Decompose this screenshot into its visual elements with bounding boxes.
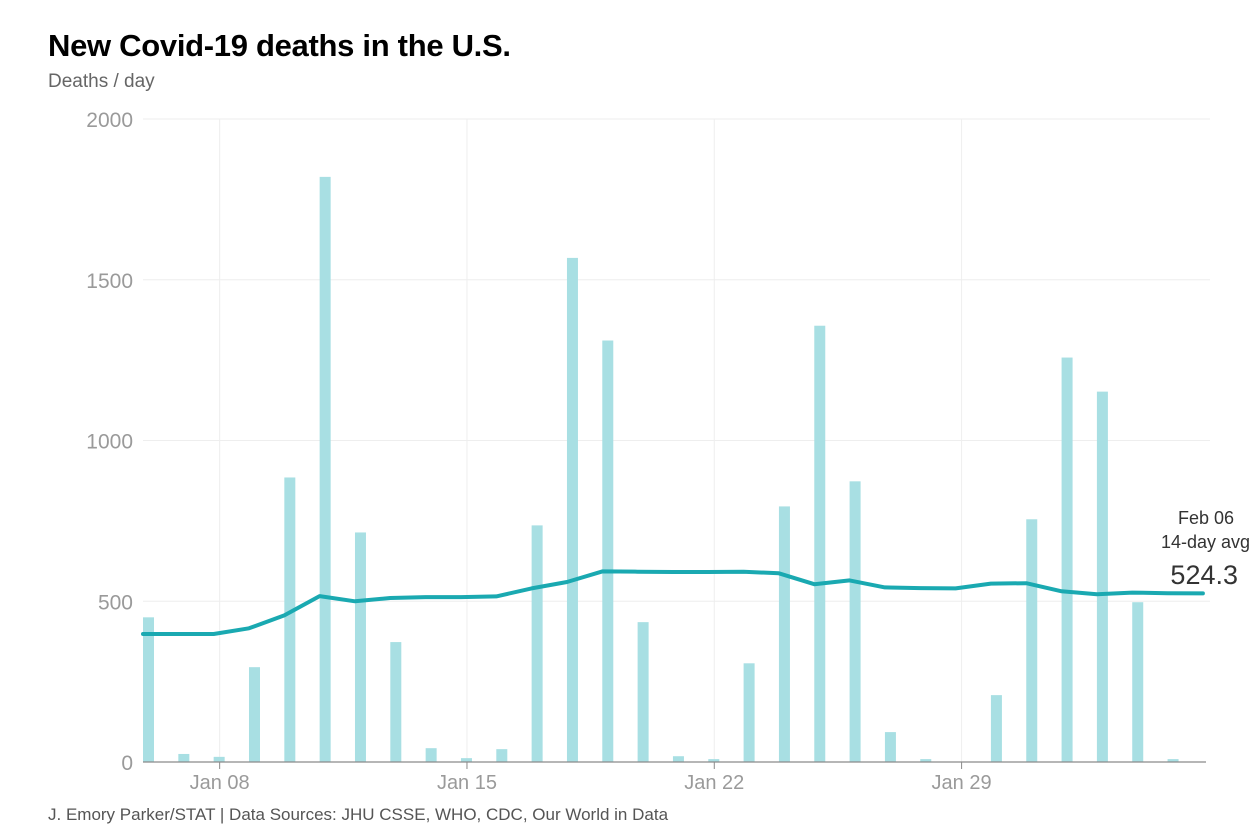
bar-daily-deaths (1096, 391, 1108, 762)
avg-line-14-day (141, 569, 1205, 636)
x-tick-label: Jan 22 (684, 772, 744, 794)
chart-title: New Covid-19 deaths in the U.S. (48, 28, 511, 63)
chart-subtitle: Deaths / day (48, 71, 155, 92)
bar-daily-deaths (1061, 357, 1073, 762)
bar-daily-deaths (672, 756, 684, 762)
annotation-date: Feb 06 (1178, 508, 1234, 528)
bar-daily-deaths (390, 642, 402, 762)
bar-daily-deaths (425, 748, 437, 762)
y-tick-label: 2000 (86, 109, 133, 132)
bar-daily-deaths (990, 695, 1002, 762)
y-tick-label: 1500 (86, 270, 133, 293)
bar-daily-deaths (496, 749, 508, 762)
y-tick-label: 1000 (86, 431, 133, 454)
annotation: Feb 06 14-day avg 524.3 (1161, 508, 1250, 590)
bar-daily-deaths (319, 176, 331, 762)
y-tick-label: 500 (98, 591, 133, 614)
bar-daily-deaths (884, 732, 896, 762)
bar-daily-deaths (213, 756, 225, 762)
bar-daily-deaths (284, 477, 296, 762)
bar-daily-deaths (460, 758, 472, 762)
bar-daily-deaths (1167, 759, 1179, 762)
bar-daily-deaths (849, 481, 861, 762)
bar-daily-deaths (743, 663, 755, 762)
bar-daily-deaths (143, 617, 154, 762)
bar-daily-deaths (920, 759, 932, 762)
gridlines (143, 118, 1210, 762)
bar-daily-deaths (354, 532, 366, 762)
bar-daily-deaths (708, 759, 720, 762)
bar-daily-deaths (566, 257, 578, 762)
bars (143, 176, 1179, 762)
x-tick-label: Jan 29 (932, 772, 992, 794)
annotation-value: 524.3 (1170, 560, 1238, 590)
x-tick-label: Jan 15 (437, 772, 497, 794)
bar-daily-deaths (778, 506, 790, 762)
bar-daily-deaths (637, 622, 649, 762)
bar-daily-deaths (602, 340, 614, 762)
source-credit: J. Emory Parker/STAT | Data Sources: JHU… (48, 805, 669, 824)
bar-daily-deaths (178, 753, 190, 762)
x-axis (143, 761, 1206, 769)
x-tick-label: Jan 08 (190, 772, 250, 794)
bar-daily-deaths (814, 325, 826, 762)
avg-line-group (141, 569, 1205, 636)
bar-daily-deaths (1026, 519, 1038, 762)
tick-labels: 0 500 1000 1500 2000 Jan 08 Jan 15 Jan 22 Jan 29 (86, 109, 991, 794)
y-tick-label: 0 (121, 752, 133, 775)
bar-daily-deaths (1132, 602, 1144, 762)
bar-daily-deaths (531, 525, 543, 762)
bar-daily-deaths (248, 667, 260, 762)
annotation-label: 14-day avg (1161, 532, 1250, 552)
